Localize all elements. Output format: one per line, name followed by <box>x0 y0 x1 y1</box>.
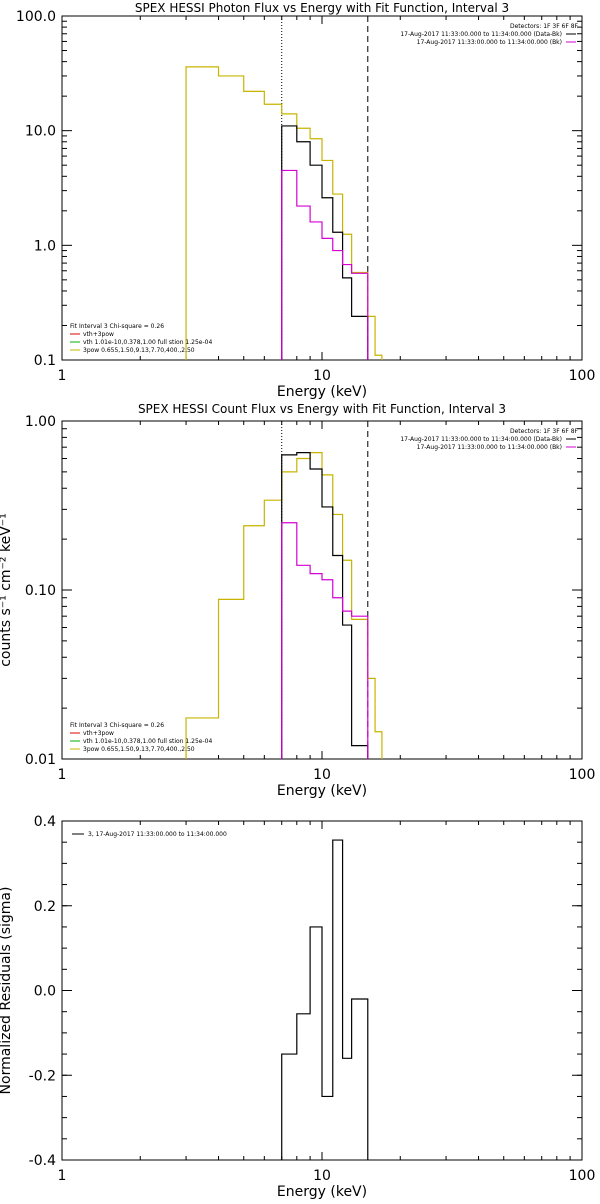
y-tick-label: 0.10 <box>25 583 56 599</box>
y-tick-label: 1.00 <box>25 414 56 430</box>
legend-entry-label: 17-Aug-2017 11:33:00.000 to 11:34:00.000… <box>400 436 562 443</box>
y-tick-label: 0.4 <box>34 814 56 830</box>
x-axis-label: Energy (keV) <box>277 1184 367 1200</box>
y-tick-label: 0.0 <box>34 984 56 1000</box>
fit-info-line: vth+3pow <box>83 730 114 737</box>
x-tick-label: 1 <box>58 767 67 783</box>
chart-panel-2: SPEX HESSI Count Flux vs Energy with Fit… <box>0 402 595 799</box>
series-black-histogram <box>281 452 369 759</box>
legend-entry-label: 3, 17-Aug-2017 11:33:00.000 to 11:34:00.… <box>88 831 227 838</box>
data-layer <box>185 16 383 360</box>
y-tick-label: 10.0 <box>25 124 56 140</box>
series-black-histogram <box>281 839 369 1160</box>
y-tick-label: 0.01 <box>25 752 56 768</box>
legend-entry-label: 17-Aug-2017 11:33:00.000 to 11:34:00.000… <box>417 39 562 46</box>
legend-entry-label: 17-Aug-2017 11:33:00.000 to 11:34:00.000… <box>400 31 562 38</box>
x-tick-label: 1 <box>58 368 67 384</box>
x-tick-label: 100 <box>569 767 596 783</box>
y-tick-label: 100.0 <box>16 9 56 25</box>
x-tick-label: 10 <box>313 1168 331 1184</box>
fit-info-line: vth 1.01e-10,0.378,1.00 full stion 1.25e… <box>83 339 212 346</box>
series-magenta-histogram <box>281 169 369 360</box>
series-yellow-histogram <box>185 452 383 759</box>
legend-entry-label: 17-Aug-2017 11:33:00.000 to 11:34:00.000… <box>417 444 562 451</box>
legend-header: Detectors: 1F 3F 6F 8F <box>510 428 579 435</box>
y-tick-label: 0.1 <box>34 353 56 369</box>
chart-title: SPEX HESSI Photon Flux vs Energy with Fi… <box>135 1 509 15</box>
x-tick-label: 1 <box>58 1168 67 1184</box>
fit-info-line: vth 1.01e-10,0.378,1.00 full stion 1.25e… <box>83 738 212 745</box>
series-black-histogram <box>281 125 369 360</box>
fit-info-line: vth+3pow <box>83 331 114 338</box>
x-axis-label: Energy (keV) <box>277 783 367 799</box>
chart-title: SPEX HESSI Count Flux vs Energy with Fit… <box>138 402 506 416</box>
data-layer <box>281 839 369 1160</box>
chart-panel-1: SPEX HESSI Photon Flux vs Energy with Fi… <box>16 1 595 400</box>
x-tick-label: 10 <box>313 368 331 384</box>
data-layer <box>185 421 383 759</box>
legend-header: Detectors: 1F 3F 6F 8F <box>510 23 579 30</box>
x-tick-label: 100 <box>569 1168 596 1184</box>
series-magenta-histogram <box>281 522 369 759</box>
series-yellow-histogram <box>185 66 383 360</box>
fit-info-line: Fit Interval 3 Chi-square = 0.26 <box>70 722 164 729</box>
y-tick-label: 1.0 <box>34 238 56 254</box>
y-tick-label: -0.2 <box>29 1068 56 1084</box>
x-tick-label: 10 <box>313 767 331 783</box>
y-tick-label: -0.4 <box>29 1153 56 1169</box>
x-axis-label: Energy (keV) <box>277 384 367 400</box>
fit-info-line: 3pow 0.655,1.50,9.13,7.70,400.,2.50 <box>83 347 195 354</box>
y-axis-label: Normalized Residuals (sigma) <box>0 887 14 1095</box>
chart-panel-3: 1 10 100 Energy (keV) -0.4 -0.2 0.0 0.2 0.4 Norma… <box>0 814 595 1200</box>
fit-info-line: Fit Interval 3 Chi-square = 0.26 <box>70 323 164 330</box>
y-axis-label: counts s⁻¹ cm⁻² keV⁻¹ <box>0 513 14 667</box>
y-tick-label: 0.2 <box>34 899 56 915</box>
fit-info-line: 3pow 0.655,1.50,9.13,7.70,400.,2.50 <box>83 746 195 753</box>
x-tick-label: 100 <box>569 368 596 384</box>
